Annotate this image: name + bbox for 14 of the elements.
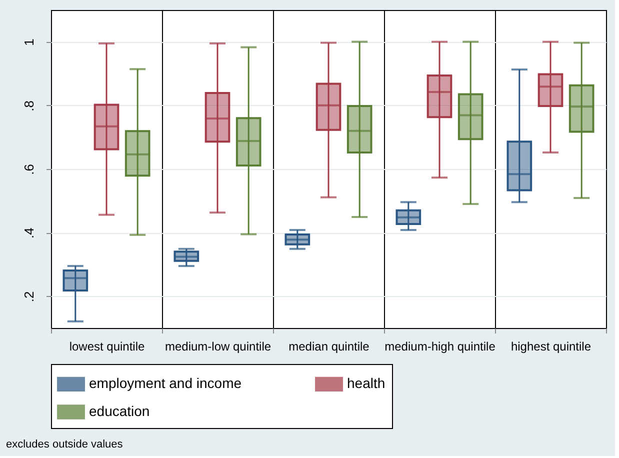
x-tick-label: highest quintile: [510, 340, 592, 354]
x-tick-label: medium-high quintile: [384, 340, 496, 354]
y-tick-label: .2: [22, 291, 36, 302]
x-tick-label: lowest quintile: [69, 340, 146, 354]
legend-label: employment and income: [89, 375, 242, 392]
x-tick-label: medium-low quintile: [164, 340, 272, 354]
x-tick-label: median quintile: [288, 340, 370, 354]
y-tick-label: .4: [22, 228, 36, 239]
legend-label: education: [89, 403, 150, 419]
y-tick-label: .6: [22, 164, 36, 175]
y-tick-label: .8: [22, 100, 36, 112]
text: excludes outside values: [6, 438, 124, 450]
y-tick-label: 1: [22, 38, 36, 46]
legend-label: health: [347, 375, 386, 392]
